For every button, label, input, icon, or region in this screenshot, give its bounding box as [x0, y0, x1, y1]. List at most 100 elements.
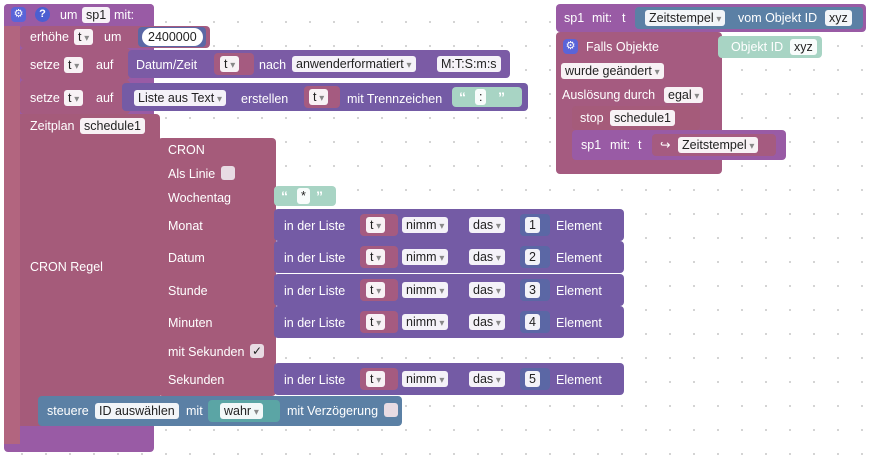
- das-dropdown[interactable]: das: [469, 217, 505, 233]
- weekday-label: Wochentag: [168, 191, 232, 205]
- call-param-label: t: [622, 11, 626, 25]
- object-id-field-2[interactable]: xyz: [790, 39, 817, 55]
- in-list-label: in der Liste: [284, 251, 346, 265]
- seconds-in-list-label: in der Liste: [284, 373, 346, 387]
- list-get-block[interactable]: [274, 274, 624, 306]
- element-label: Element: [556, 219, 602, 233]
- weekday-open-quote-icon: “: [281, 188, 288, 204]
- list-get-block[interactable]: [274, 209, 624, 241]
- set1-label: setze: [30, 58, 60, 72]
- list-get-block[interactable]: [274, 306, 624, 338]
- datetime-var-dropdown[interactable]: t: [220, 56, 240, 72]
- schedule-name-field[interactable]: schedule1: [80, 118, 145, 134]
- if-objects-label: Falls Objekte: [586, 40, 659, 54]
- in-list-label: in der Liste: [284, 219, 346, 233]
- trigger-label: Auslösung durch: [562, 88, 656, 102]
- set2-var-dropdown[interactable]: t: [64, 90, 84, 106]
- in-list-label: in der Liste: [284, 316, 346, 330]
- as-line-label: Als Linie: [168, 167, 216, 181]
- object-id-label: Objekt ID: [731, 40, 784, 54]
- seconds-index-value-field[interactable]: 5: [525, 371, 540, 387]
- element-label: Element: [556, 316, 602, 330]
- set1-var-dropdown[interactable]: t: [64, 57, 84, 73]
- stop-name-field[interactable]: schedule1: [610, 110, 675, 126]
- separator-text-block[interactable]: [452, 87, 522, 107]
- seconds-das-dropdown[interactable]: das: [469, 371, 505, 387]
- cron-title: CRON: [168, 143, 205, 157]
- call-name-label: sp1: [564, 11, 585, 25]
- gear-icon[interactable]: ⚙: [11, 7, 26, 22]
- set2-label: setze: [30, 91, 60, 105]
- weekday-value-field[interactable]: *: [297, 188, 310, 204]
- timestamp-dropdown[interactable]: Zeitstempel: [645, 10, 726, 26]
- format-dropdown[interactable]: anwenderformatiert: [292, 56, 416, 72]
- nach-label: nach: [259, 58, 287, 72]
- increment-um-label: um: [104, 30, 122, 44]
- seconds-list-get-block[interactable]: [274, 363, 624, 395]
- function-name-field[interactable]: sp1: [82, 7, 111, 23]
- increment-value-field[interactable]: 2400000: [142, 28, 203, 46]
- as-line-checkbox[interactable]: [221, 166, 235, 180]
- stop-label: stop: [580, 111, 604, 125]
- schedule-label: Zeitplan: [30, 119, 75, 133]
- help-icon[interactable]: ?: [35, 7, 50, 22]
- return-arrow-icon: ↪: [660, 138, 671, 152]
- increment-var-dropdown[interactable]: t: [74, 29, 94, 45]
- list-from-text-dropdown[interactable]: Liste aus Text: [134, 90, 227, 106]
- cron-rule-label: CRON Regel: [30, 260, 103, 274]
- control-mit-label: mit: [186, 404, 203, 418]
- format-value-field[interactable]: M:T:S:m:s: [437, 56, 501, 72]
- das-dropdown[interactable]: das: [469, 249, 505, 265]
- index-value-field[interactable]: 3: [525, 282, 540, 298]
- open-quote-icon: “: [459, 89, 466, 105]
- inner-call-param-label: t: [638, 138, 642, 152]
- row-label: Stunde: [168, 284, 208, 298]
- seconds-element-label: Element: [556, 373, 602, 387]
- row-label: Minuten: [168, 316, 213, 330]
- index-value-field[interactable]: 4: [525, 314, 540, 330]
- index-value-field[interactable]: 1: [525, 217, 540, 233]
- seconds-label: Sekunden: [168, 373, 225, 387]
- schedule-block[interactable]: [20, 114, 160, 426]
- row-label: Datum: [168, 251, 205, 265]
- take-dropdown[interactable]: nimm: [402, 314, 449, 330]
- list-var-dropdown[interactable]: t: [366, 249, 386, 265]
- inner-call-name-label: sp1: [581, 138, 602, 152]
- with-seconds-label: mit Sekunden: [168, 345, 245, 359]
- trennzeichen-label: mit Trennzeichen: [347, 92, 443, 106]
- list-var-dropdown[interactable]: t: [309, 89, 329, 105]
- set1-auf-label: auf: [96, 58, 114, 72]
- list-var-dropdown[interactable]: t: [366, 217, 386, 233]
- with-seconds-checkbox[interactable]: ✓: [250, 344, 264, 358]
- function-body-border: [4, 26, 20, 444]
- list-var-dropdown[interactable]: t: [366, 314, 386, 330]
- function-mit-label: mit:: [114, 8, 135, 22]
- take-dropdown[interactable]: nimm: [402, 282, 449, 298]
- delay-checkbox[interactable]: [384, 403, 398, 417]
- object-id-field[interactable]: xyz: [825, 10, 852, 26]
- das-dropdown[interactable]: das: [469, 314, 505, 330]
- control-id-field[interactable]: ID auswählen: [95, 403, 179, 419]
- inner-timestamp-dropdown[interactable]: Zeitstempel: [678, 137, 759, 153]
- increment-label: erhöhe: [30, 30, 69, 44]
- list-var-dropdown[interactable]: t: [366, 282, 386, 298]
- separator-value-field[interactable]: :: [475, 89, 487, 105]
- set2-auf-label: auf: [96, 91, 114, 105]
- close-quote-icon: ”: [498, 89, 505, 105]
- list-get-block[interactable]: [274, 241, 624, 273]
- changed-dropdown[interactable]: wurde geändert: [561, 63, 664, 79]
- seconds-list-var-dropdown[interactable]: t: [366, 371, 386, 387]
- row-label: Monat: [168, 219, 203, 233]
- datetime-label: Datum/Zeit: [136, 58, 198, 72]
- bool-dropdown[interactable]: wahr: [220, 403, 263, 419]
- function-um-label: um: [60, 8, 78, 22]
- call-mit-label: mit:: [592, 11, 613, 25]
- take-dropdown[interactable]: nimm: [402, 217, 449, 233]
- seconds-take-dropdown[interactable]: nimm: [402, 371, 449, 387]
- take-dropdown[interactable]: nimm: [402, 249, 449, 265]
- event-gear-icon[interactable]: ⚙: [563, 39, 578, 54]
- erstellen-label: erstellen: [241, 92, 289, 106]
- trigger-dropdown[interactable]: egal: [664, 87, 704, 103]
- das-dropdown[interactable]: das: [469, 282, 505, 298]
- index-value-field[interactable]: 2: [525, 249, 540, 265]
